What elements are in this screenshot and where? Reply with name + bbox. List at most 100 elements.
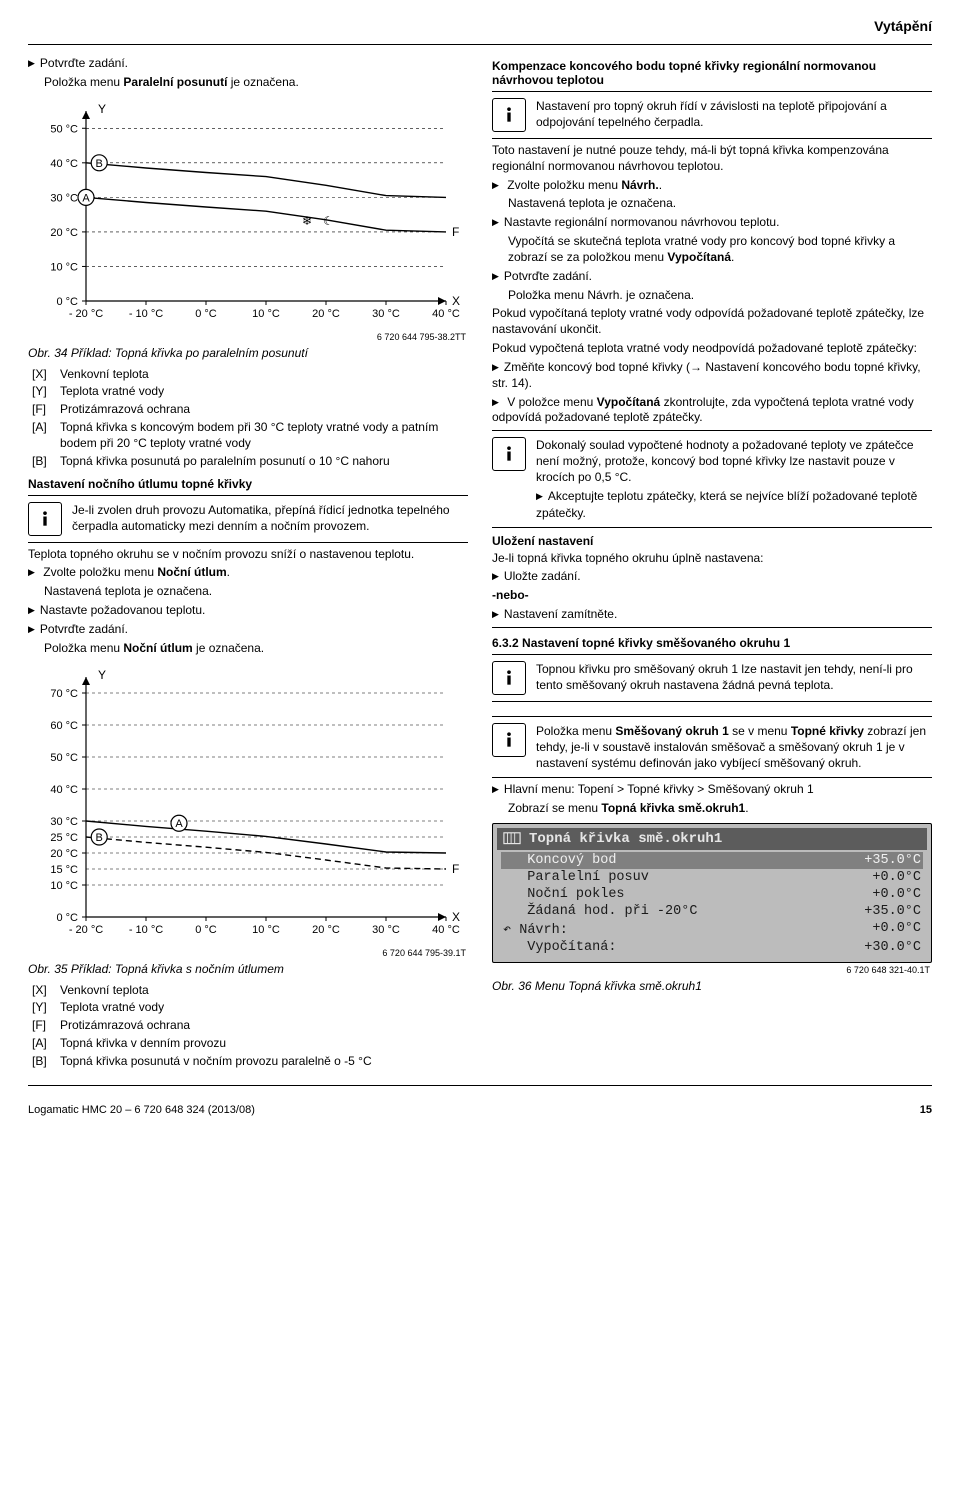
legend-b: Topná křivka posunutá po paralelním posu…: [56, 453, 468, 471]
fig35-caption: Obr. 35 Příklad: Topná křivka s nočním ú…: [28, 962, 468, 976]
svg-text:40 °C: 40 °C: [50, 784, 78, 796]
svg-text:15 °C: 15 °C: [50, 864, 78, 876]
svg-text:20 °C: 20 °C: [312, 308, 340, 320]
info-4: Položka menu Směšovaný okruh 1 se v menu…: [492, 723, 932, 771]
legend-1: [X]Venkovní teplota [Y]Teplota vratné vo…: [28, 366, 468, 471]
lcd-body: Koncový bod+35.0°C Paralelní posuv+0.0°C…: [497, 850, 927, 958]
info-text: Je-li zvolen druh provozu Automatika, př…: [72, 502, 468, 534]
legend-y: Teplota vratné vody: [56, 383, 468, 401]
legend-y: Teplota vratné vody: [56, 999, 376, 1017]
komp-p1: Pokud vypočítaná teploty vratné vody odp…: [492, 306, 932, 338]
right-column: Kompenzace koncového bodu topné křivky r…: [492, 53, 932, 1075]
lcd-row: Vypočítaná:+30.0°C: [501, 939, 923, 956]
legend-f: Protizámrazová ochrana: [56, 1017, 376, 1035]
step-confirm: Potvrďte zadání.: [28, 56, 468, 72]
info-2: Dokonalý soulad vypočtené hodnoty a poža…: [492, 437, 932, 520]
rule: [492, 701, 932, 702]
komp-s3-note: Položka menu Návrh. je označena.: [508, 288, 932, 304]
komp-s2-note: Vypočítá se skutečná teplota vratné vody…: [508, 234, 932, 266]
svg-text:20 °C: 20 °C: [312, 924, 340, 936]
text: Položka menu: [536, 724, 615, 738]
komp-b1: Změňte koncový bod topné křivky (→ Nasta…: [492, 360, 932, 392]
svg-text:40 °C: 40 °C: [432, 308, 460, 320]
save-s1: Uložte zadání.: [492, 569, 932, 585]
nav-result: Zobrazí se menu Topná křivka smě.okruh1.: [508, 801, 932, 817]
info-icon: [28, 502, 62, 536]
legend-a: Topná křivka v denním provozu: [56, 1035, 376, 1053]
legend-a: Topná křivka s koncovým bodem při 30 °C …: [56, 419, 468, 453]
svg-text:40 °C: 40 °C: [432, 924, 460, 936]
lcd-row: ↶ Návrh:+0.0°C: [501, 920, 923, 939]
night-step1: Zvolte položku menu Noční útlum.: [28, 565, 468, 581]
komp-s2: Nastavte regionální normovanou návrhovou…: [492, 215, 932, 231]
svg-text:30 °C: 30 °C: [372, 308, 400, 320]
svg-text:☾: ☾: [323, 214, 334, 228]
info2-bullet: Akceptujte teplotu zpátečky, která se ne…: [536, 488, 932, 520]
night-step3: Potvrďte zadání.: [28, 622, 468, 638]
svg-text:F: F: [452, 225, 459, 239]
svg-text:A: A: [82, 192, 90, 204]
svg-text:0 °C: 0 °C: [56, 912, 78, 924]
svg-text:0 °C: 0 °C: [56, 296, 78, 308]
save-intro: Je-li topná křivka topného okruhu úplně …: [492, 551, 932, 567]
bold: Vypočítaná: [667, 250, 731, 264]
rule: [28, 495, 468, 496]
svg-text:A: A: [175, 818, 183, 830]
rule: [492, 430, 932, 431]
text: .: [227, 565, 230, 579]
text: .: [745, 801, 748, 815]
bold: Topná křivka smě.okruh1: [601, 801, 745, 815]
rule: [492, 527, 932, 528]
save-s2: Nastavení zamítněte.: [492, 607, 932, 623]
rule: [492, 91, 932, 92]
text: Zvolte položku menu: [43, 565, 157, 579]
rule: [492, 138, 932, 139]
svg-text:0 °C: 0 °C: [195, 308, 217, 320]
bold: Návrh.: [621, 178, 658, 192]
info-icon: [492, 661, 526, 695]
text: Položka menu: [44, 641, 123, 655]
svg-text:30 °C: 30 °C: [50, 192, 78, 204]
text: je označena.: [227, 75, 298, 89]
svg-text:70 °C: 70 °C: [50, 688, 78, 700]
bold: Vypočítaná: [597, 395, 661, 409]
section-632: 6.3.2 Nastavení topné křivky směšovaného…: [492, 636, 932, 650]
info-text: Položka menu Směšovaný okruh 1 se v menu…: [536, 723, 932, 771]
nav-path: Hlavní menu: Topení > Topné křivky > Smě…: [492, 782, 932, 798]
save-or: -nebo-: [492, 588, 932, 604]
text: Položka menu: [44, 75, 123, 89]
chart2-id: 6 720 644 795-39.1T: [28, 948, 466, 958]
lcd-row: Koncový bod+35.0°C: [501, 852, 923, 869]
bold: Topné křivky: [791, 724, 864, 738]
rule: [492, 627, 932, 628]
svg-text:- 10 °C: - 10 °C: [129, 308, 163, 320]
fig36-caption: Obr. 36 Menu Topná křivka smě.okruh1: [492, 979, 932, 993]
lcd-row: Noční pokles+0.0°C: [501, 886, 923, 903]
footer-rule: [28, 1085, 932, 1086]
komp-s1-note: Nastavená teplota je označena.: [508, 196, 932, 212]
night-heading: Nastavení nočního útlumu topné křivky: [28, 477, 468, 491]
chart-1: 0 °C10 °C20 °C30 °C40 °C50 °C- 20 °C- 10…: [28, 97, 468, 342]
komp-p2: Pokud vypočtená teplota vratné vody neod…: [492, 341, 932, 357]
svg-text:F: F: [452, 862, 459, 876]
text: .: [659, 178, 662, 192]
parallel-note: Položka menu Paralelní posunutí je označ…: [44, 75, 468, 91]
lcd-row: Paralelní posuv+0.0°C: [501, 869, 923, 886]
text: je označena.: [193, 641, 264, 655]
text: Zobrazí se menu: [508, 801, 601, 815]
left-column: Potvrďte zadání. Položka menu Paralelní …: [28, 53, 468, 1075]
svg-text:- 20 °C: - 20 °C: [69, 924, 103, 936]
komp-intro: Toto nastavení je nutné pouze tehdy, má-…: [492, 143, 932, 175]
night-step1-note: Nastavená teplota je označena.: [44, 584, 468, 600]
info-text: Topnou křivku pro směšovaný okruh 1 lze …: [536, 661, 932, 693]
header-rule: [28, 44, 932, 45]
text: Dokonalý soulad vypočtené hodnoty a poža…: [536, 437, 932, 485]
legend-x: Venkovní teplota: [56, 366, 468, 384]
save-head: Uložení nastavení: [492, 534, 932, 548]
svg-text:Y: Y: [98, 102, 106, 116]
svg-text:❄: ❄: [302, 214, 312, 228]
komp-head: Kompenzace koncového bodu topné křivky r…: [492, 59, 932, 87]
lcd-title-text: Topná křivka smě.okruh1: [529, 831, 722, 847]
svg-text:10 °C: 10 °C: [50, 261, 78, 273]
night-step2: Nastavte požadovanou teplotu.: [28, 603, 468, 619]
